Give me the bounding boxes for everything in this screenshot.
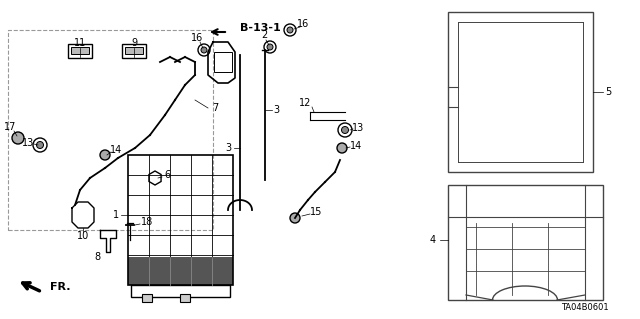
Bar xyxy=(142,294,152,302)
Bar xyxy=(8,30,213,230)
Text: 1: 1 xyxy=(113,210,119,220)
Text: 14: 14 xyxy=(110,145,122,155)
Text: 10: 10 xyxy=(77,231,89,241)
Circle shape xyxy=(264,41,276,53)
Circle shape xyxy=(287,27,293,33)
Text: 7: 7 xyxy=(212,103,218,113)
Circle shape xyxy=(338,123,352,137)
Text: FR.: FR. xyxy=(50,282,70,292)
Text: 3: 3 xyxy=(225,143,231,153)
Bar xyxy=(131,285,230,297)
Bar xyxy=(68,44,92,58)
Text: 14: 14 xyxy=(350,141,362,151)
Bar xyxy=(71,47,89,54)
Circle shape xyxy=(12,132,24,144)
Bar xyxy=(128,155,233,285)
Text: 6: 6 xyxy=(164,170,170,180)
Bar xyxy=(214,52,232,72)
Text: 13: 13 xyxy=(22,138,34,148)
Text: B-13-1: B-13-1 xyxy=(239,23,280,33)
Text: 8: 8 xyxy=(94,252,100,262)
Text: 17: 17 xyxy=(4,122,16,132)
Circle shape xyxy=(267,44,273,50)
Text: 2: 2 xyxy=(261,30,267,40)
Circle shape xyxy=(36,142,44,149)
Text: 9: 9 xyxy=(131,38,137,48)
Text: 3: 3 xyxy=(273,105,279,115)
Circle shape xyxy=(198,44,210,56)
Circle shape xyxy=(337,143,347,153)
Text: 16: 16 xyxy=(191,33,203,43)
Circle shape xyxy=(290,213,300,223)
Text: 11: 11 xyxy=(74,38,86,48)
Text: 12: 12 xyxy=(299,98,311,108)
Circle shape xyxy=(201,47,207,53)
Bar xyxy=(448,185,603,300)
Bar xyxy=(180,294,190,302)
Circle shape xyxy=(33,138,47,152)
Text: 15: 15 xyxy=(310,207,322,217)
Text: 5: 5 xyxy=(605,87,611,97)
Circle shape xyxy=(342,127,349,133)
Circle shape xyxy=(284,24,296,36)
Bar xyxy=(125,47,143,54)
Text: 4: 4 xyxy=(430,235,436,245)
Circle shape xyxy=(100,150,110,160)
Text: 18: 18 xyxy=(141,217,153,227)
Bar xyxy=(448,12,593,172)
Text: TA04B0601: TA04B0601 xyxy=(561,303,609,313)
Text: 13: 13 xyxy=(352,123,364,133)
Text: 16: 16 xyxy=(297,19,309,29)
Bar xyxy=(128,257,233,285)
Bar xyxy=(122,44,146,58)
